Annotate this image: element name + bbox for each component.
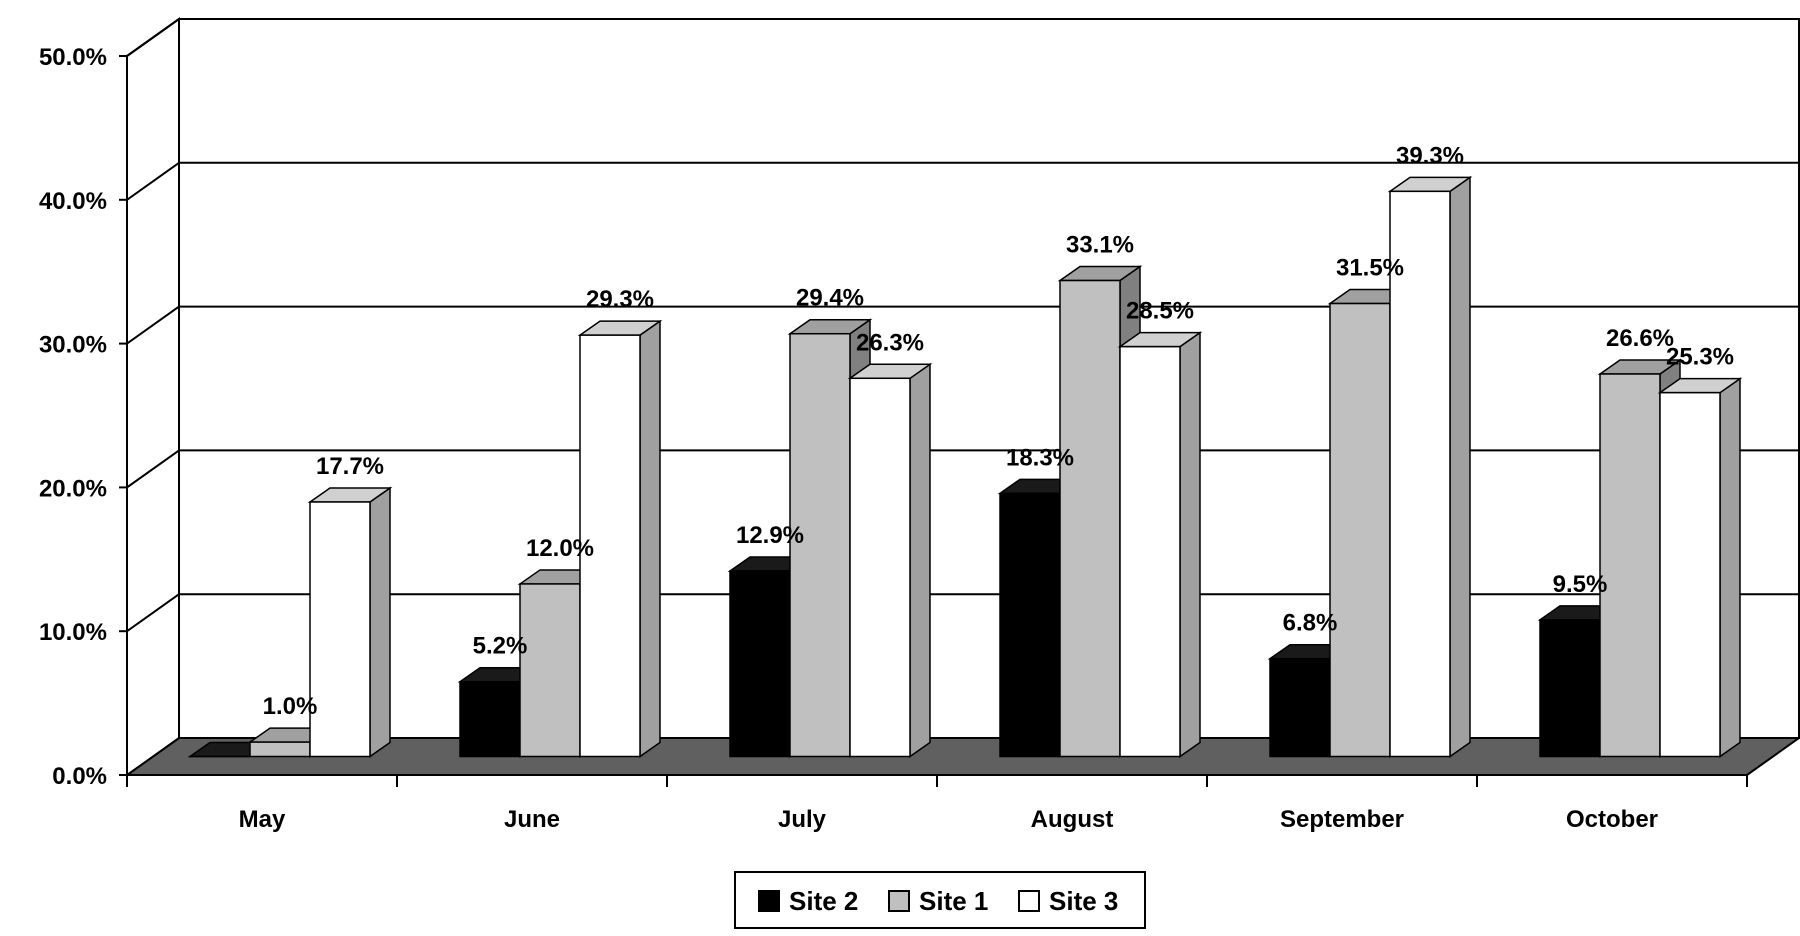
side-wall <box>126 17 180 777</box>
y-tick-label: 50.0% <box>39 44 107 71</box>
bar <box>1119 345 1181 758</box>
data-label: 12.9% <box>736 522 804 549</box>
legend-label: Site 1 <box>919 886 988 916</box>
data-label: 25.3% <box>1666 344 1734 371</box>
data-label: 29.3% <box>586 286 654 313</box>
legend-swatch <box>1018 890 1040 912</box>
bars <box>187 175 1743 758</box>
data-label: 6.8% <box>1283 610 1338 637</box>
x-tick-label: June <box>504 806 560 833</box>
bar-side <box>1179 331 1201 758</box>
data-label: 26.3% <box>856 329 924 356</box>
data-label: 28.5% <box>1126 298 1194 325</box>
legend: Site 2 Site 1 Site 3 <box>734 871 1146 929</box>
bar <box>1539 619 1601 758</box>
bar <box>849 377 911 758</box>
x-tick-label: October <box>1566 806 1658 833</box>
bar-side <box>909 362 931 758</box>
data-label: 33.1% <box>1066 232 1134 259</box>
bar <box>729 570 791 758</box>
legend-label: Site 3 <box>1049 886 1118 916</box>
bar-side <box>1719 377 1741 758</box>
data-label: 17.7% <box>316 453 384 480</box>
y-tick-label: 20.0% <box>39 475 107 502</box>
y-tick-label: 30.0% <box>39 332 107 359</box>
x-tick-label: July <box>778 806 827 833</box>
x-tick-label: August <box>1031 806 1114 833</box>
y-tick-label: 10.0% <box>39 619 107 646</box>
data-label: 5.2% <box>473 633 528 660</box>
bar <box>1659 391 1721 758</box>
y-tick-label: 0.0% <box>52 763 107 790</box>
data-label: 9.5% <box>1553 571 1608 598</box>
gridline-side <box>126 18 180 57</box>
bar <box>519 583 581 758</box>
legend-swatch <box>758 890 780 912</box>
bar-side <box>369 486 391 758</box>
x-tick-label: September <box>1280 806 1404 833</box>
legend-label: Site 2 <box>789 886 858 916</box>
gridline-side <box>126 161 180 201</box>
bar <box>459 680 521 758</box>
data-labels: 1.0% 17.7% 5.2% 12.0% 29.3% 12.9% 29.4% 26.3% 18… <box>263 142 1734 720</box>
data-label: 18.3% <box>1006 444 1074 471</box>
bar <box>1329 302 1391 758</box>
bar <box>1599 373 1661 758</box>
bar <box>1269 657 1331 758</box>
x-tick-label: May <box>239 806 286 833</box>
bar <box>1059 279 1121 758</box>
x-axis: May June July August September October <box>126 774 1748 833</box>
bar <box>309 501 371 758</box>
data-label: 26.6% <box>1606 325 1674 352</box>
legend-box <box>734 871 1146 929</box>
y-axis: 0.0% 10.0% 20.0% 30.0% 40.0% 50.0% <box>39 44 128 790</box>
bar <box>1389 190 1451 758</box>
bar-side <box>639 319 661 758</box>
data-label: 31.5% <box>1336 255 1404 282</box>
data-label: 39.3% <box>1396 142 1464 169</box>
gridline-side <box>126 593 180 633</box>
bar <box>579 334 641 758</box>
gridline-side <box>126 305 180 345</box>
data-label: 29.4% <box>796 285 864 312</box>
bar <box>999 492 1061 758</box>
data-label: 12.0% <box>526 535 594 562</box>
bar-side <box>1449 175 1471 758</box>
gridlines <box>126 18 1799 633</box>
bar <box>249 741 311 758</box>
y-tick-label: 40.0% <box>39 188 107 215</box>
gridline-side <box>126 449 180 489</box>
data-label: 1.0% <box>263 693 318 720</box>
legend-swatch <box>888 890 910 912</box>
